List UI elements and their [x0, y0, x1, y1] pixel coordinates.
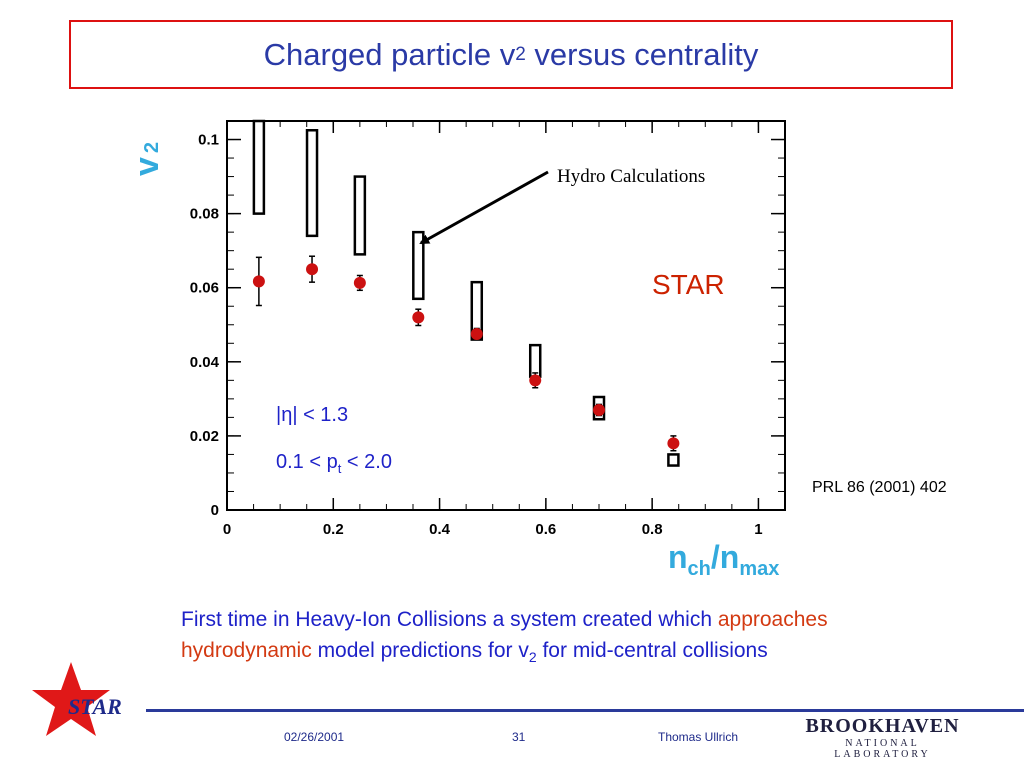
slide-title-sub: 2	[515, 43, 526, 65]
data-point	[353, 276, 366, 289]
y-tick-label: 0.06	[190, 280, 219, 297]
x-tick-label: 0.4	[429, 521, 451, 538]
hydro-arrow	[419, 170, 549, 245]
hydro-label: Hydro Calculations	[557, 166, 705, 187]
y-axis-label-sub: 2	[141, 142, 163, 153]
x-axis-label-sub1: ch	[688, 558, 711, 580]
y-tick-label: 0.08	[190, 206, 219, 223]
hydro-box	[412, 230, 425, 301]
y-tick-label: 0.04	[190, 354, 220, 371]
x-tick-label: 0.2	[323, 521, 344, 538]
data-point	[529, 374, 542, 387]
hydro-box	[667, 453, 680, 467]
x-axis-label-sub2: max	[739, 558, 779, 580]
data-point	[470, 328, 483, 341]
y-tick-label: 0.1	[198, 132, 219, 149]
pt-cut-b: < 2.0	[341, 451, 392, 473]
brookhaven-logo: BROOKHAVEN NATIONAL LABORATORY	[795, 715, 970, 760]
x-tick-label: 0.8	[642, 521, 663, 538]
x-axis-label-slash: /n	[711, 539, 739, 575]
star-logo-icon	[32, 662, 110, 736]
footer-page-number: 31	[512, 730, 526, 744]
caption-part2: model predictions for v	[311, 639, 529, 662]
brookhaven-subtitle: NATIONAL LABORATORY	[834, 738, 931, 760]
axis-ticks: 0 0.2 0.4 0.6 0.8 1 0 0.02 0.04 0.06 0.08 0.1	[190, 120, 786, 538]
star-logo: STAR	[32, 662, 122, 736]
y-axis-label-main: v	[128, 157, 166, 176]
plot-frame	[226, 120, 786, 511]
slide-title-rest: versus centrality	[525, 36, 759, 72]
caption-sub: 2	[528, 649, 537, 666]
y-tick-label: 0	[211, 502, 219, 519]
pt-cut-a: 0.1 < p	[276, 451, 338, 473]
data-point	[667, 437, 680, 450]
experiment-label: STAR	[652, 269, 725, 300]
hydro-box	[305, 129, 319, 238]
x-tick-label: 0.6	[535, 521, 556, 538]
reference-note: PRL 86 (2001) 402	[812, 479, 947, 496]
pt-cut-sub: t	[338, 461, 342, 476]
footer-date: 02/26/2001	[284, 730, 345, 744]
caption-part3: for mid-central collisions	[536, 639, 768, 662]
caption-highlight: approaches hydrodynamic	[181, 608, 828, 662]
data-points	[252, 255, 680, 452]
star-logo-text: STAR	[68, 694, 122, 719]
y-axis-label: v2	[128, 142, 166, 176]
x-axis-label-main: n	[668, 539, 688, 575]
y-tick-label: 0.02	[190, 428, 219, 445]
footer-author: Thomas Ullrich	[658, 730, 739, 744]
eta-cut-label: |η| < 1.3	[276, 404, 348, 426]
x-axis-label: nch/nmax	[668, 539, 779, 580]
slide-caption: First time in Heavy-Ion Collisions a sys…	[181, 604, 961, 673]
hydro-box	[252, 119, 266, 215]
data-point	[306, 263, 319, 276]
hydro-box	[353, 175, 367, 256]
footer-divider	[146, 709, 1024, 712]
hydro-box	[528, 343, 542, 378]
x-tick-label: 0	[223, 521, 231, 538]
data-point	[412, 311, 425, 324]
caption-part1: First time in Heavy-Ion Collisions a sys…	[181, 608, 718, 631]
x-tick-label: 1	[754, 521, 762, 538]
slide-title-main: Charged particle v	[263, 36, 516, 72]
data-point	[593, 403, 605, 416]
brookhaven-name: BROOKHAVEN	[805, 715, 960, 737]
data-point	[252, 275, 265, 288]
pt-cut-label: 0.1 < pt < 2.0	[276, 451, 392, 476]
